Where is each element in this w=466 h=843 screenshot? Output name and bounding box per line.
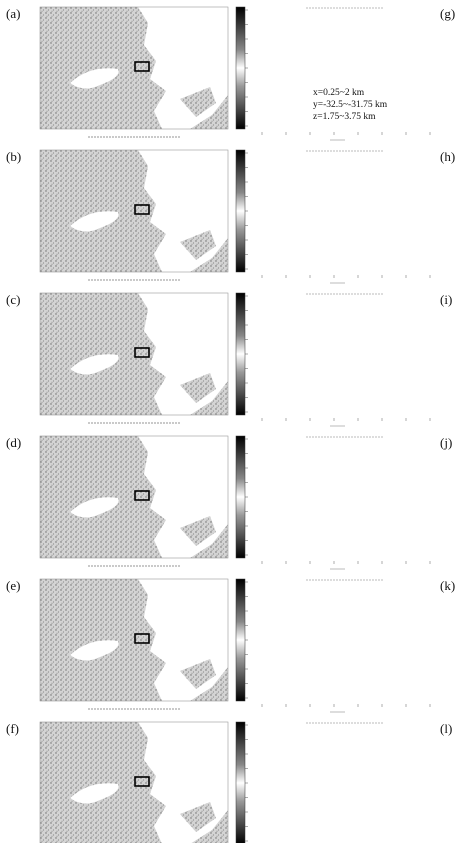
map-panel — [39, 149, 229, 273]
panel-label: (l) — [440, 721, 452, 736]
map-frame — [39, 435, 229, 559]
panel-label: (d) — [6, 435, 21, 450]
colorbar — [235, 721, 246, 843]
map-panel — [39, 721, 229, 843]
panel-label: (h) — [440, 149, 455, 164]
map-panel — [39, 435, 229, 559]
map-frame — [39, 721, 229, 843]
colorbar — [235, 435, 246, 559]
colorbar — [235, 292, 246, 416]
annotation-line: x=0.25~2 km — [313, 88, 365, 98]
panel-label: (i) — [440, 292, 452, 307]
panel-label: (f) — [6, 721, 19, 736]
map-frame — [39, 292, 229, 416]
colorbar — [235, 6, 246, 130]
panel-label: (c) — [6, 292, 20, 307]
map-panel — [39, 578, 229, 702]
panel-label: (j) — [440, 435, 452, 450]
map-panel — [39, 292, 229, 416]
panel-label: (a) — [6, 6, 20, 21]
map-frame — [39, 578, 229, 702]
annotation-line: y=-32.5~-31.75 km — [313, 100, 388, 110]
map-frame — [39, 6, 229, 130]
panel-label: (e) — [6, 578, 20, 593]
panel-label: (k) — [440, 578, 455, 593]
map-frame — [39, 149, 229, 273]
colorbar — [235, 149, 246, 273]
annotation-line: z=1.75~3.75 km — [313, 112, 376, 122]
map-panel — [39, 6, 229, 130]
colorbar — [235, 578, 246, 702]
panel-label: (g) — [440, 6, 455, 21]
panel-label: (b) — [6, 149, 21, 164]
annotation: x=0.25~2 km y=-32.5~-31.75 km z=1.75~3.7… — [313, 88, 388, 122]
